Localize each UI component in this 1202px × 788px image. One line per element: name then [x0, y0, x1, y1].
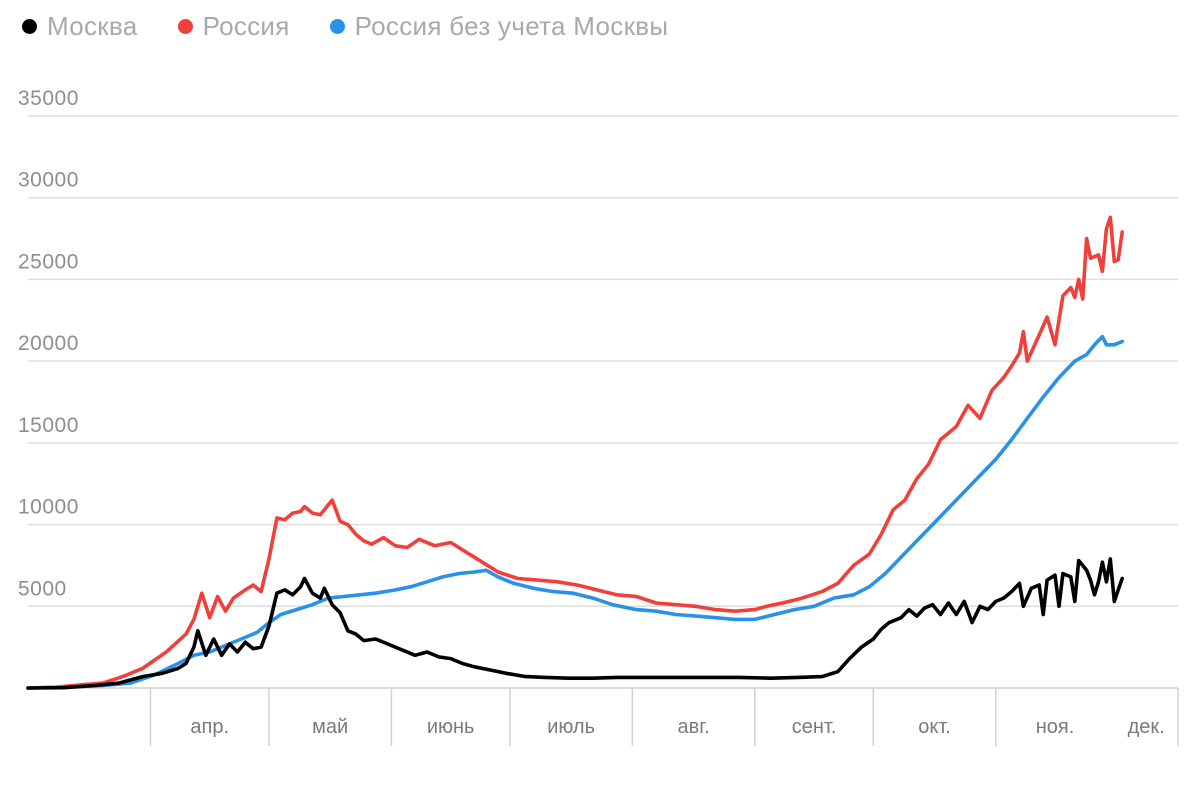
legend-label-russia-without-moscow: Россия без учета Москвы: [354, 10, 669, 41]
x-tick-label-8: дек.: [1128, 716, 1165, 738]
legend-marker-russia: [177, 18, 193, 34]
legend-item-russia[interactable]: Россия: [177, 10, 290, 42]
y-tick-label-25000: 25000: [18, 250, 79, 273]
y-tick-label-10000: 10000: [18, 496, 79, 519]
series-line-2: [26, 557, 1124, 690]
x-tick-label-2: июнь: [427, 716, 475, 738]
x-tick-label-3: июль: [547, 716, 595, 738]
y-tick-label-15000: 15000: [18, 414, 79, 437]
x-tick-label-6: окт.: [918, 716, 951, 738]
chart-legend: Москва Россия Россия без учета Москвы: [22, 8, 708, 44]
x-tick-label-5: сент.: [792, 716, 837, 738]
y-tick-label-20000: 20000: [18, 332, 79, 355]
legend-item-russia-without-moscow[interactable]: Россия без учета Москвы: [329, 10, 669, 42]
y-tick-label-5000: 5000: [18, 577, 67, 600]
legend-label-russia: Россия: [202, 10, 290, 41]
series-line-0: [26, 215, 1124, 690]
legend-item-moscow[interactable]: Москва: [22, 11, 138, 42]
x-tick-label-0: апр.: [190, 716, 229, 738]
y-tick-label-35000: 35000: [18, 87, 79, 110]
legend-label-moscow: Москва: [47, 10, 138, 41]
x-tick-label-1: май: [312, 716, 348, 738]
x-tick-label-4: авг.: [677, 716, 709, 738]
y-tick-label-30000: 30000: [18, 169, 79, 192]
legend-marker-russia-without-moscow: [329, 18, 345, 34]
legend-marker-moscow: [22, 18, 37, 34]
series-line-1: [26, 334, 1124, 690]
x-tick-label-7: ноя.: [1036, 716, 1075, 738]
